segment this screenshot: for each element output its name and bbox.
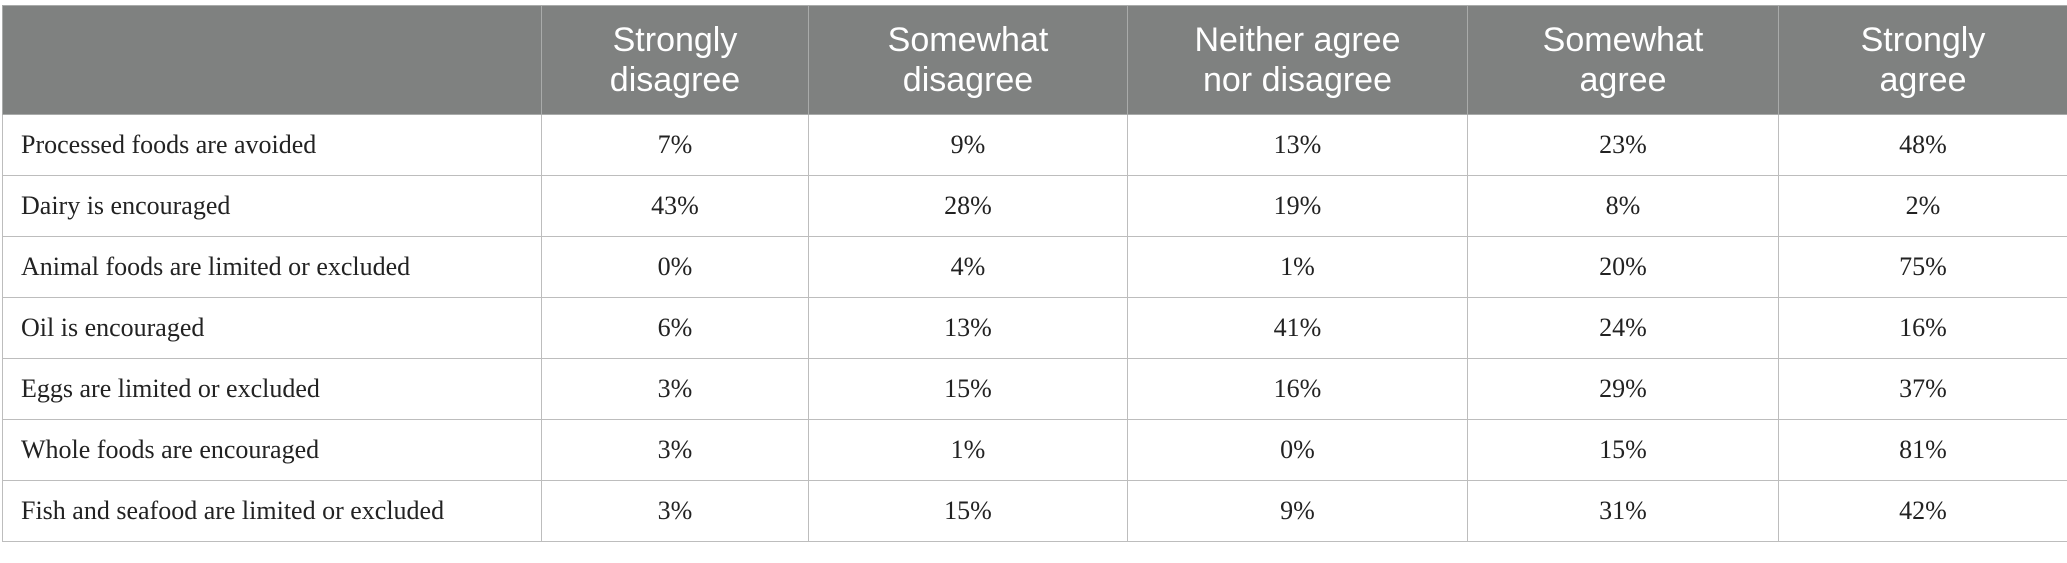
row-label: Dairy is encouraged (2, 175, 542, 237)
header-line: Neither agree (1194, 21, 1401, 59)
table-cell: 37% (1778, 358, 2067, 420)
header-corner-cell (2, 5, 542, 115)
header-line: Strongly (1860, 21, 1986, 59)
row-label: Oil is encouraged (2, 297, 542, 359)
table-row: Processed foods are avoided 7% 9% 13% 23… (2, 114, 2067, 176)
table-cell: 3% (541, 358, 809, 420)
row-label: Fish and seafood are limited or excluded (2, 480, 542, 542)
table-cell: 3% (541, 480, 809, 542)
row-label: Processed foods are avoided (2, 114, 542, 176)
table-row: Eggs are limited or excluded 3% 15% 16% … (2, 358, 2067, 420)
table-cell: 43% (541, 175, 809, 237)
table-cell: 81% (1778, 419, 2067, 481)
table-cell: 75% (1778, 236, 2067, 298)
table-cell: 13% (808, 297, 1128, 359)
table-cell: 29% (1467, 358, 1779, 420)
row-label: Animal foods are limited or excluded (2, 236, 542, 298)
table-row: Fish and seafood are limited or excluded… (2, 480, 2067, 542)
header-line: agree (1579, 61, 1667, 99)
table-body: Processed foods are avoided 7% 9% 13% 23… (2, 114, 2067, 542)
table-row: Whole foods are encouraged 3% 1% 0% 15% … (2, 419, 2067, 481)
table-cell: 15% (1467, 419, 1779, 481)
header-line: Strongly (612, 21, 738, 59)
table-cell: 23% (1467, 114, 1779, 176)
table-cell: 0% (541, 236, 809, 298)
table-row: Dairy is encouraged 43% 28% 19% 8% 2% (2, 175, 2067, 237)
table-cell: 8% (1467, 175, 1779, 237)
header-somewhat-agree: Somewhat agree (1467, 5, 1779, 115)
header-line: nor disagree (1202, 61, 1392, 99)
table-cell: 1% (1127, 236, 1468, 298)
row-label: Whole foods are encouraged (2, 419, 542, 481)
table-cell: 1% (808, 419, 1128, 481)
header-neither-agree-nor-disagree: Neither agree nor disagree (1127, 5, 1468, 115)
table-cell: 31% (1467, 480, 1779, 542)
table-cell: 16% (1778, 297, 2067, 359)
table-cell: 3% (541, 419, 809, 481)
header-somewhat-disagree: Somewhat disagree (808, 5, 1128, 115)
table-header: Strongly disagree Somewhat disagree Neit… (2, 5, 2067, 115)
table-cell: 7% (541, 114, 809, 176)
table-cell: 24% (1467, 297, 1779, 359)
header-line: disagree (902, 61, 1034, 99)
table-cell: 19% (1127, 175, 1468, 237)
table-cell: 41% (1127, 297, 1468, 359)
table-cell: 9% (808, 114, 1128, 176)
header-strongly-agree: Strongly agree (1778, 5, 2067, 115)
table-cell: 2% (1778, 175, 2067, 237)
header-row: Strongly disagree Somewhat disagree Neit… (2, 5, 2067, 115)
table-cell: 6% (541, 297, 809, 359)
table-cell: 9% (1127, 480, 1468, 542)
table-row: Oil is encouraged 6% 13% 41% 24% 16% (2, 297, 2067, 359)
header-line: disagree (609, 61, 741, 99)
row-label: Eggs are limited or excluded (2, 358, 542, 420)
header-line: Somewhat (1542, 21, 1704, 59)
survey-table: Strongly disagree Somewhat disagree Neit… (2, 5, 2067, 542)
table-row: Animal foods are limited or excluded 0% … (2, 236, 2067, 298)
header-strongly-disagree: Strongly disagree (541, 5, 809, 115)
table-cell: 15% (808, 358, 1128, 420)
table-cell: 4% (808, 236, 1128, 298)
table-cell: 0% (1127, 419, 1468, 481)
table-cell: 15% (808, 480, 1128, 542)
header-line: agree (1879, 61, 1967, 99)
header-line: Somewhat (887, 21, 1049, 59)
table-cell: 48% (1778, 114, 2067, 176)
table-cell: 42% (1778, 480, 2067, 542)
table-cell: 20% (1467, 236, 1779, 298)
table-cell: 28% (808, 175, 1128, 237)
table-cell: 13% (1127, 114, 1468, 176)
table-cell: 16% (1127, 358, 1468, 420)
